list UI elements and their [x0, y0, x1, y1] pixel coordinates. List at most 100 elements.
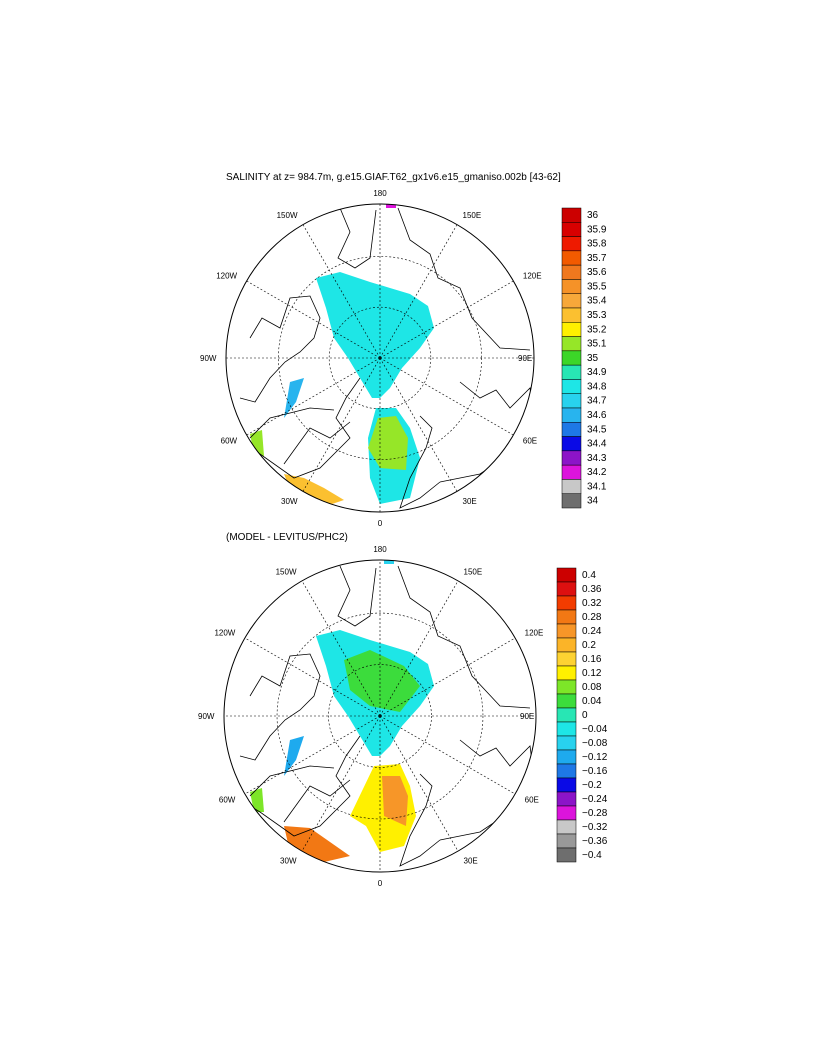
colorbar-label: −0.4	[582, 850, 602, 861]
colorbar-swatch-9	[561, 336, 582, 352]
colorbar-label: −0.32	[582, 822, 608, 833]
colorbar-label: 0	[582, 710, 588, 721]
colorbar-label: 34.7	[587, 396, 607, 407]
meridian-2	[379, 280, 514, 359]
lon-label-120E: 120E	[525, 629, 544, 638]
colorbar-swatch-16	[561, 436, 582, 452]
colorbar-label: −0.2	[582, 780, 602, 791]
lon-label-30W: 30W	[280, 857, 297, 866]
meridian-2	[379, 637, 516, 717]
colorbar-swatch-15	[556, 777, 577, 793]
colorbar-swatch-12	[556, 735, 577, 751]
coastline-0	[239, 295, 321, 403]
latitude-circle-0	[328, 306, 432, 410]
polar-map-salinity: 180 150E 120E 90E 60E 30E 0 30W 60W 90W 120W 150W 36…	[200, 189, 607, 528]
polar-map-difference: 180 150E 120E 90E 60E 30E 0 30W 60W 90W 120W 150W 0.…	[198, 545, 608, 888]
lon-label-30E: 30E	[463, 497, 477, 506]
colorbar-label: −0.08	[582, 738, 608, 749]
meridian-5	[379, 715, 459, 852]
data-region-6	[386, 204, 396, 208]
colorbar-swatch-4	[561, 264, 582, 280]
data-region-2	[368, 416, 408, 470]
coastline-4	[399, 773, 441, 867]
map-interior	[226, 204, 534, 512]
data-region-3	[284, 378, 304, 418]
colorbar-swatch-8	[561, 322, 582, 337]
meridian-8	[246, 357, 381, 436]
colorbar-swatch-8	[556, 679, 577, 695]
colorbar-swatch-5	[561, 279, 582, 294]
colorbar-swatch-2	[556, 595, 577, 611]
meridian-1	[379, 580, 459, 717]
lon-label-30E: 30E	[464, 857, 478, 866]
colorbar-label: 35.8	[587, 239, 607, 250]
lon-label-60E: 60E	[525, 796, 539, 805]
meridian-4	[379, 357, 514, 436]
colorbar-swatch-19	[561, 479, 582, 494]
colorbar-swatch-2	[561, 236, 582, 252]
colorbar-label: 34.9	[587, 367, 607, 378]
lon-label-0: 0	[378, 879, 383, 888]
colorbar-label: 35.4	[587, 296, 607, 307]
colorbar-swatch-9	[556, 693, 577, 709]
meridian-10	[246, 280, 381, 359]
colorbar-label: 35	[587, 353, 599, 364]
colorbar-swatch-18	[556, 819, 577, 835]
lon-label-180: 180	[373, 189, 387, 198]
colorbar-swatch-15	[561, 422, 582, 437]
data-region-4	[284, 736, 304, 776]
colorbar-swatch-17	[556, 805, 577, 821]
colorbar-label: 0.08	[582, 682, 602, 693]
colorbar-label: 34.2	[587, 467, 607, 478]
colorbar-label: 0.36	[582, 584, 602, 595]
colorbar-label: 34.3	[587, 453, 607, 464]
coastline-3	[439, 739, 535, 841]
lon-label-0: 0	[378, 519, 383, 528]
colorbar-swatch-6	[561, 293, 582, 309]
latitude-circle-1	[276, 612, 484, 820]
colorbar-label: 0.4	[582, 570, 596, 581]
colorbar-swatch-0	[556, 567, 577, 583]
lon-label-150W: 150W	[276, 567, 297, 576]
colorbar-swatch-11	[556, 721, 577, 737]
colorbar-label: 0.32	[582, 598, 602, 609]
colorbar-swatch-3	[556, 609, 577, 625]
coastline-2	[397, 565, 531, 709]
lon-label-90W: 90W	[198, 712, 215, 721]
lon-label-150E: 150E	[464, 567, 483, 576]
coastline-1	[337, 565, 377, 627]
lon-label-90E: 90E	[520, 712, 534, 721]
colorbar-label: 0.28	[582, 612, 602, 623]
colorbar-swatch-4	[556, 623, 577, 639]
data-region-1	[344, 650, 420, 712]
colorbar-swatch-7	[561, 307, 582, 323]
lon-label-150W: 150W	[277, 211, 298, 220]
colorbar-label: 34.6	[587, 410, 607, 421]
colorbar-swatch-10	[556, 707, 577, 723]
colorbar-label: −0.36	[582, 836, 608, 847]
colorbar-swatch-5	[556, 637, 577, 653]
colorbar-label: 34	[587, 496, 599, 507]
coastline-6	[283, 421, 351, 465]
meridian-11	[301, 580, 381, 717]
colorbar-label: −0.24	[582, 794, 608, 805]
colorbar-swatch-17	[561, 450, 582, 466]
colorbar-swatch-6	[556, 651, 577, 667]
lon-label-180: 180	[373, 545, 387, 554]
colorbar-label: 35.7	[587, 253, 607, 264]
colorbar-label: 34.4	[587, 439, 607, 450]
colorbar-label: 35.2	[587, 324, 607, 335]
colorbar-label: 35.3	[587, 310, 607, 321]
colorbar-label: 0.12	[582, 668, 602, 679]
colorbar-label: 35.6	[587, 267, 607, 278]
meridian-4	[379, 715, 516, 795]
colorbar-label: −0.04	[582, 724, 608, 735]
map-boundary	[223, 559, 537, 873]
meridian-8	[244, 715, 381, 795]
map-interior	[224, 560, 536, 872]
colorbar-swatch-3	[561, 250, 582, 266]
colorbar-swatch-14	[561, 407, 582, 423]
lon-label-30W: 30W	[281, 497, 298, 506]
colorbar-label: 0.16	[582, 654, 602, 665]
coastline-4	[399, 415, 441, 509]
